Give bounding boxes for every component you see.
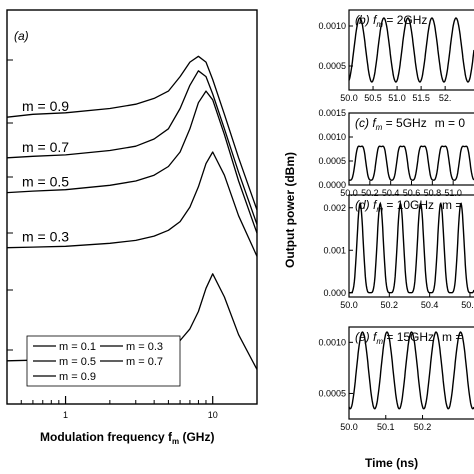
panel-a-y-ticks bbox=[7, 59, 13, 351]
y-tick-label-1: 0.0010 bbox=[318, 21, 346, 31]
panel-frame bbox=[348, 112, 474, 186]
x-tick-label-4: 50.8 bbox=[424, 188, 442, 198]
panel-title-label: (d) bbox=[355, 198, 373, 212]
legend-text-m03: m = 0.3 bbox=[126, 341, 163, 353]
panel-title-f: f bbox=[373, 13, 378, 27]
curve-03 bbox=[6, 151, 258, 257]
y-tick-label-0: 0.000 bbox=[323, 288, 346, 298]
x-tick-label-5: 51.0 bbox=[444, 188, 462, 198]
panel-frame bbox=[348, 326, 474, 420]
y-tick-label-1: 0.0010 bbox=[318, 337, 346, 347]
panel-title-f: f bbox=[373, 198, 378, 212]
panel-title-rest: = 5GHz bbox=[382, 116, 426, 130]
x-tick-label-2: 50.2 bbox=[414, 422, 432, 432]
panel-a-label: (a) bbox=[14, 29, 29, 43]
x-tick-label-0: 50.0 bbox=[340, 300, 358, 310]
x-tick-label-3: 50.6 bbox=[403, 188, 421, 198]
right-y-axis-title: Output power (dBm) bbox=[283, 152, 297, 268]
waveform bbox=[348, 17, 474, 83]
panel-title-cut: m = bbox=[442, 330, 462, 344]
panel-title-sub: m bbox=[376, 20, 383, 29]
panel-title-rest: = 2GHz bbox=[383, 13, 427, 27]
x-tick-label-2: 51.0 bbox=[388, 93, 406, 103]
x-axis-title-sub: m bbox=[172, 437, 179, 446]
y-tick-label-1: 0.0005 bbox=[318, 156, 346, 166]
curve-label-03: m = 0.3 bbox=[22, 229, 69, 245]
panel-title-cut: m = bbox=[442, 198, 462, 212]
curve-09 bbox=[6, 55, 258, 211]
legend-text-m09: m = 0.9 bbox=[59, 371, 96, 383]
panel-title-rest: = 10GHz bbox=[383, 198, 434, 212]
curve-label-07: m = 0.7 bbox=[22, 139, 69, 155]
curve-label-05: m = 0.5 bbox=[22, 174, 69, 190]
panel-title-cut: m = 0 bbox=[435, 116, 466, 130]
legend-text-m07: m = 0.7 bbox=[126, 356, 163, 368]
x-tick-label-3: 51.5 bbox=[412, 93, 430, 103]
panel-title-rest: = 15GHz bbox=[383, 330, 434, 344]
x-tick-label-1: 50.2 bbox=[381, 300, 399, 310]
x-axis-title-main: Modulation frequency f bbox=[40, 430, 173, 444]
panel-a-x-axis-title: Modulation frequency fm (GHz) bbox=[40, 430, 214, 446]
y-tick-label-3: 0.0015 bbox=[318, 108, 346, 118]
x-tick-label-0: 50.0 bbox=[340, 93, 358, 103]
panel-frame bbox=[348, 9, 474, 91]
panel-title: (b) fm = 2GHz bbox=[355, 13, 427, 29]
waveform bbox=[348, 145, 474, 181]
x-tick-label-4: 52. bbox=[439, 93, 452, 103]
panel-a-legend: m = 0.1 m = 0.3 m = 0.5 m = 0.7 m = 0.9 bbox=[26, 335, 181, 387]
y-tick-label-0: 0.0000 bbox=[318, 180, 346, 190]
x-tick-label-2: 50.4 bbox=[382, 188, 400, 198]
panel-frame bbox=[348, 194, 474, 298]
y-tick-label-0: 0.0005 bbox=[318, 61, 346, 71]
curve-05 bbox=[6, 90, 258, 234]
x-tick-label-0: 50.0 bbox=[340, 422, 358, 432]
x-tick-label-1: 50.5 bbox=[364, 93, 382, 103]
panel-title-sub: m bbox=[376, 337, 383, 346]
y-tick-label-2: 0.0010 bbox=[318, 132, 346, 142]
x-tick-label-1: 50.2 bbox=[361, 188, 379, 198]
panel-a-x-ticks: 1 10 bbox=[6, 396, 258, 420]
y-tick-label-0: 0.0005 bbox=[318, 388, 346, 398]
panel-c: (c) fm = 5GHz m = 0 0.0000 0.0005 0.0010 0.00… bbox=[318, 108, 474, 198]
panel-title: (c) fm = 5GHz m = 0 bbox=[355, 116, 465, 132]
x-tick-label-1: 50.1 bbox=[377, 422, 395, 432]
panel-a: (a) 1 10 m = 0.9m = 0.7m = 0.5m = 0.3 m = … bbox=[6, 9, 258, 446]
x-tick-label-0: 50.0 bbox=[340, 188, 358, 198]
legend-text-m05: m = 0.5 bbox=[59, 356, 96, 368]
waveform bbox=[349, 201, 474, 294]
x-axis-title-unit: (GHz) bbox=[179, 430, 214, 444]
panel-title-label: (b) bbox=[355, 13, 373, 27]
panel-title-sub: m bbox=[376, 123, 383, 132]
panel-title-label: (c) bbox=[355, 116, 372, 130]
right-x-axis-title: Time (ns) bbox=[365, 456, 418, 470]
panel-title: (d) fm = 10GHz m = bbox=[355, 198, 462, 214]
x-tick-label-2: 50.4 bbox=[421, 300, 439, 310]
curve-07 bbox=[6, 70, 258, 225]
y-tick-label-1: 0.001 bbox=[323, 245, 346, 255]
legend-text-m01: m = 0.1 bbox=[59, 341, 96, 353]
panel-d: (d) fm = 10GHz m = 0.000 0.001 0.002 50.0 50.2… bbox=[323, 194, 474, 310]
x-tick-label-0: 1 bbox=[63, 410, 68, 420]
curve-label-09: m = 0.9 bbox=[22, 98, 69, 114]
panel-a-frame bbox=[6, 9, 258, 405]
waveform bbox=[348, 331, 474, 410]
x-tick-label-3: 50.6 bbox=[461, 300, 474, 310]
panel-a-curve-labels: m = 0.9m = 0.7m = 0.5m = 0.3m = 0.1 bbox=[22, 98, 83, 358]
panel-b: (b) fm = 2GHz 0.0005 0.0010 50.0 50.5 51.0 51.… bbox=[318, 9, 474, 103]
x-tick-label-1: 10 bbox=[208, 410, 218, 420]
panel-title-f: f bbox=[373, 330, 378, 344]
panel-title-sub: m bbox=[376, 205, 383, 214]
y-tick-label-2: 0.002 bbox=[323, 203, 346, 213]
panel-title-f: f bbox=[372, 116, 377, 130]
